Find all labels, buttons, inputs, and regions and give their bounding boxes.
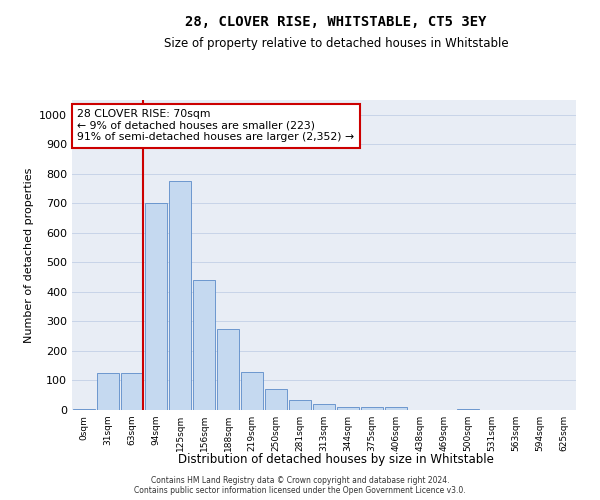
Bar (337, 407, 359, 410)
Text: 28, CLOVER RISE, WHITSTABLE, CT5 3EY: 28, CLOVER RISE, WHITSTABLE, CT5 3EY (185, 15, 487, 29)
Bar (265, 390, 287, 410)
Bar (361, 407, 383, 410)
Bar (217, 329, 239, 410)
Bar (145, 204, 167, 410)
Bar (313, 404, 335, 410)
Text: Contains HM Land Registry data © Crown copyright and database right 2024.
Contai: Contains HM Land Registry data © Crown c… (134, 476, 466, 495)
Text: 28 CLOVER RISE: 70sqm
← 9% of detached houses are smaller (223)
91% of semi-deta: 28 CLOVER RISE: 70sqm ← 9% of detached h… (77, 110, 354, 142)
Bar (169, 181, 191, 410)
Bar (97, 373, 119, 410)
Text: Size of property relative to detached houses in Whitstable: Size of property relative to detached ho… (164, 38, 508, 51)
Y-axis label: Number of detached properties: Number of detached properties (23, 168, 34, 342)
Bar (121, 373, 143, 410)
Bar (457, 408, 479, 410)
Bar (289, 400, 311, 410)
Text: Distribution of detached houses by size in Whitstable: Distribution of detached houses by size … (178, 452, 494, 466)
Bar (193, 280, 215, 410)
Bar (385, 407, 407, 410)
Bar (73, 408, 95, 410)
Bar (241, 372, 263, 410)
